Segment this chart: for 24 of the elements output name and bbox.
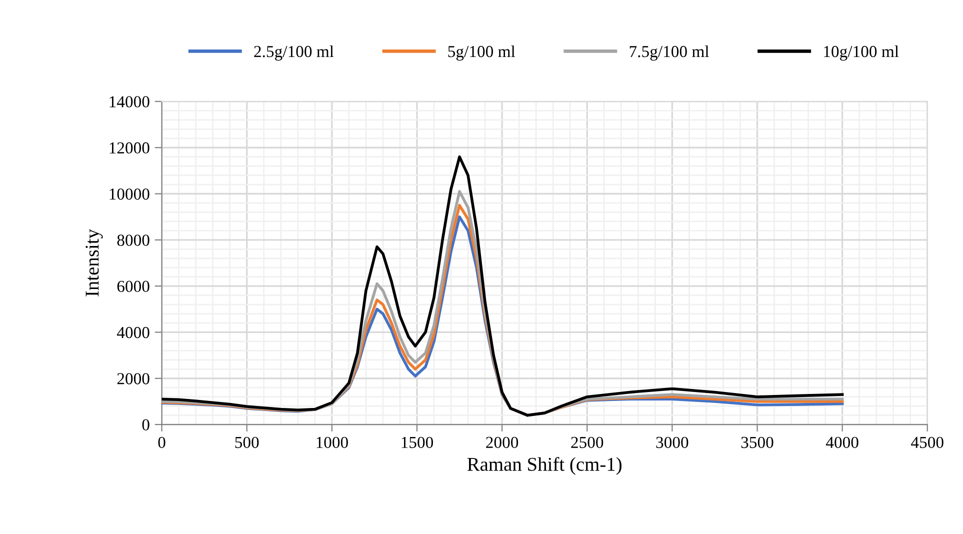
x-tick-label: 500	[235, 436, 259, 448]
x-tick-label: 0	[158, 436, 166, 448]
y-tick-label: 6000	[117, 280, 150, 292]
x-tick-label: 1500	[402, 436, 434, 448]
x-tick-label: 4000	[826, 436, 858, 448]
y-axis-title: Intensity	[86, 229, 103, 296]
y-tick-label: 0	[142, 419, 150, 430]
x-tick-label: 3000	[656, 436, 688, 448]
x-tick-label: 1000	[316, 436, 348, 448]
y-tick-label: 10000	[110, 188, 150, 200]
x-tick-label: 3500	[741, 436, 774, 448]
y-tick-label: 4000	[116, 326, 150, 338]
legend-label: 5g/100 ml	[448, 45, 516, 61]
y-tick-label: 12000	[110, 142, 150, 154]
legend-label: 2.5g/100 ml	[254, 45, 334, 61]
y-tick-label: 2000	[117, 373, 150, 384]
x-tick-label: 2000	[486, 436, 518, 448]
y-tick-label: 8000	[117, 234, 150, 246]
x-tick-label: 2500	[571, 436, 604, 448]
legend-label: 10g/100 ml	[824, 45, 899, 61]
x-axis-title: Raman Shift (cm-1)	[467, 457, 622, 475]
x-tick-label: 4500	[911, 436, 944, 448]
y-tick-label: 14000	[110, 96, 150, 108]
legend-label: 7.5g/100 ml	[630, 45, 709, 61]
